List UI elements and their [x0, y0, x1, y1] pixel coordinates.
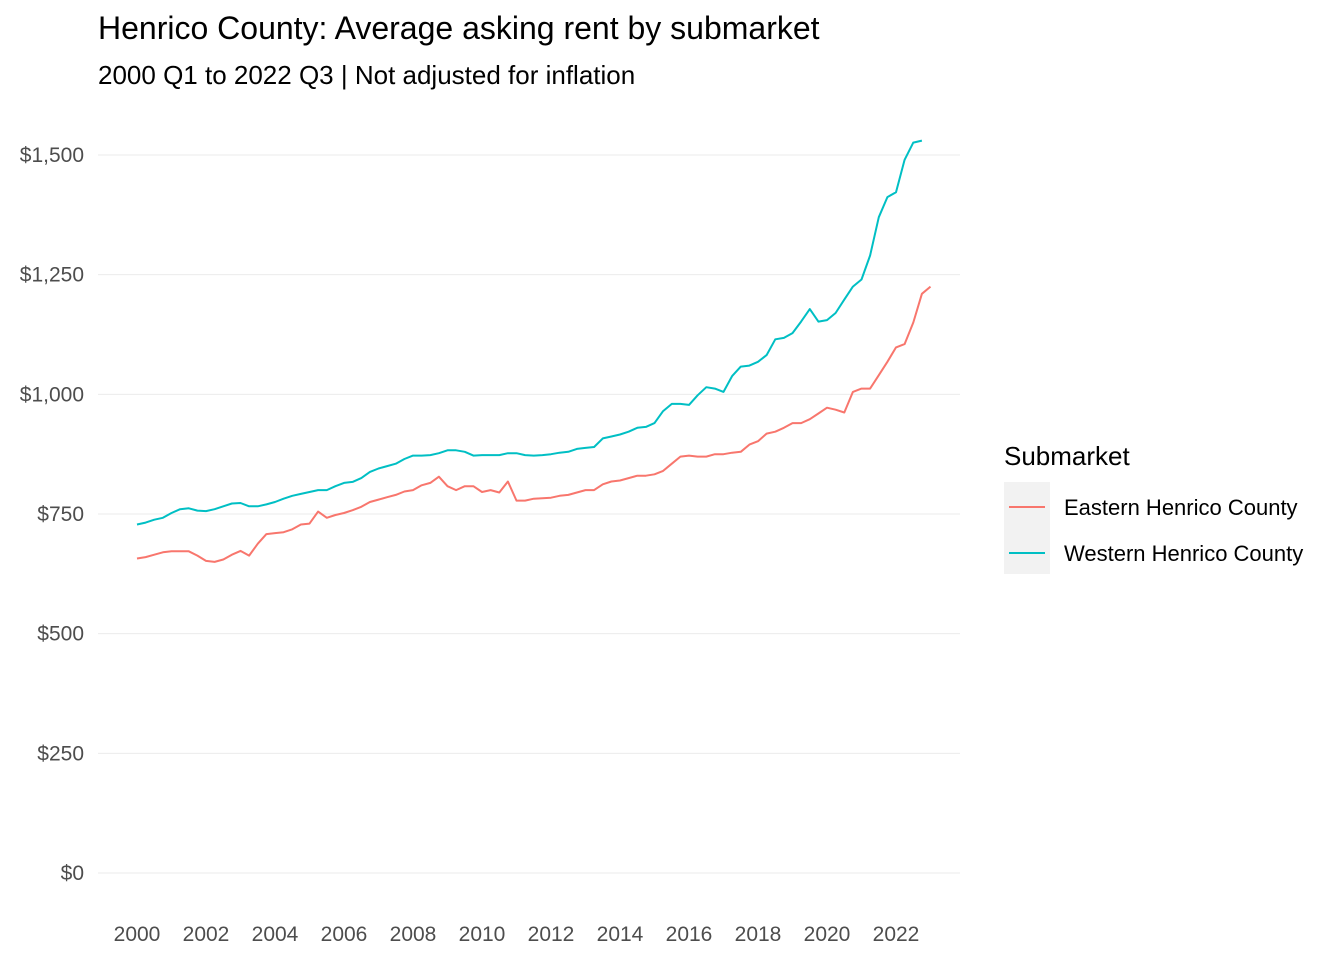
y-tick-label: $0 [61, 862, 84, 885]
y-tick-label: $1,000 [20, 383, 84, 406]
y-tick-label: $750 [37, 503, 84, 526]
x-tick-label: 2004 [252, 923, 299, 946]
x-tick-label: 2020 [804, 923, 851, 946]
x-tick-label: 2010 [459, 923, 506, 946]
x-tick-label: 2022 [873, 923, 920, 946]
legend: Submarket Eastern Henrico County Western … [1004, 441, 1303, 574]
x-tick-label: 2018 [735, 923, 782, 946]
series-line-western [136, 139, 923, 526]
y-tick-label: $1,250 [20, 264, 84, 287]
y-axis-ticks: $0 $250 $500 $750 $1,000 $1,250 $1,500 [20, 144, 84, 885]
series-lines [136, 139, 932, 563]
legend-key-background [1004, 482, 1050, 574]
chart-subtitle: 2000 Q1 to 2022 Q3 | Not adjusted for in… [98, 60, 636, 90]
legend-title: Submarket [1004, 441, 1130, 471]
x-tick-label: 2014 [597, 923, 644, 946]
y-tick-label: $250 [37, 742, 84, 765]
x-tick-label: 2008 [390, 923, 437, 946]
legend-label: Eastern Henrico County [1064, 495, 1298, 520]
x-tick-label: 2016 [666, 923, 713, 946]
x-tick-label: 2006 [321, 923, 368, 946]
series-line-eastern [136, 285, 932, 563]
y-tick-label: $500 [37, 623, 84, 646]
x-tick-label: 2002 [183, 923, 230, 946]
legend-label: Western Henrico County [1064, 541, 1303, 566]
x-tick-label: 2000 [114, 923, 161, 946]
x-axis-ticks: 2000 2002 2004 2006 2008 2010 2012 2014 2016 2018… [114, 923, 920, 946]
y-tick-label: $1,500 [20, 144, 84, 167]
gridlines [98, 154, 960, 874]
chart-title: Henrico County: Average asking rent by s… [98, 10, 820, 46]
x-tick-label: 2012 [528, 923, 575, 946]
